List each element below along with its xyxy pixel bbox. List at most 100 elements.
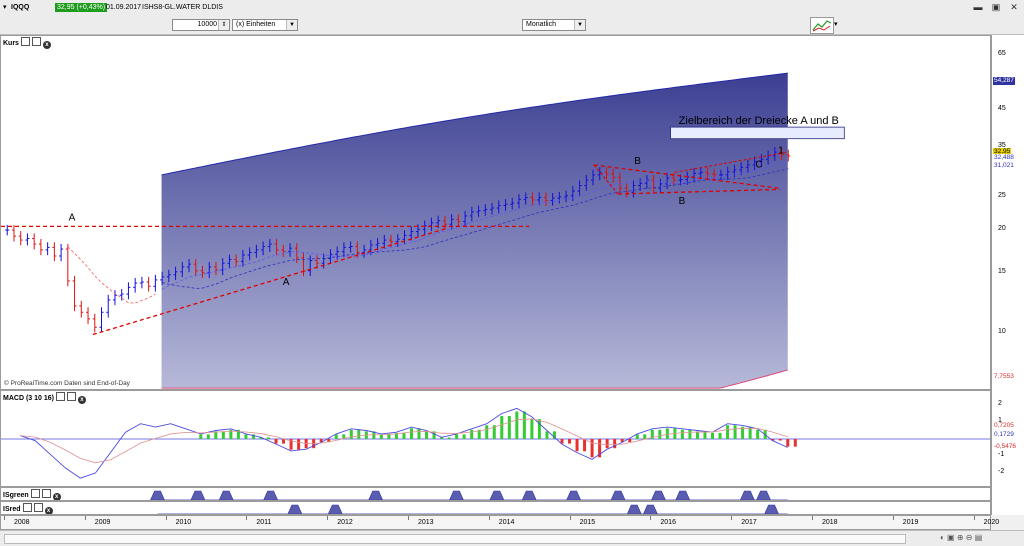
target-zone-label: Zielbereich der Dreiecke A und B	[679, 115, 839, 127]
macd-histogram-bar	[590, 439, 594, 458]
macd-tick: -2	[998, 468, 1005, 475]
isgreen-pulse	[190, 490, 206, 500]
close-icon[interactable]: ✕	[1010, 2, 1018, 12]
wrench-icon[interactable]	[22, 503, 32, 512]
isgreen-pulse	[368, 490, 384, 500]
chevron-down-icon[interactable]: ▼	[574, 20, 585, 30]
macd-histogram-bar	[635, 434, 639, 439]
close-icon[interactable]: x	[44, 507, 53, 514]
window-icon[interactable]	[41, 489, 51, 498]
spin-icon[interactable]: ⇕	[218, 20, 229, 30]
macd-label-a: 0,7205	[993, 421, 1015, 430]
macd-histogram-bar	[741, 426, 745, 439]
macd-histogram-bar	[470, 429, 474, 439]
isgreen-panel-title: ISgreen	[3, 492, 29, 499]
year-tick-mark	[892, 516, 894, 520]
menu-arrow-icon[interactable]: ▾	[3, 4, 7, 11]
label-a-bottom: A	[283, 277, 290, 288]
year-tick: 2013	[418, 519, 434, 526]
triangle-b-resistance	[593, 164, 780, 189]
status-bar: ◐ ▣ ⊕ ⊖ ▤	[0, 530, 1024, 546]
macd-histogram-bar	[244, 434, 248, 439]
macd-label-b: 0,1729	[993, 431, 1015, 440]
wrench-icon[interactable]	[30, 489, 40, 498]
year-tick-mark	[84, 516, 86, 520]
unit-select[interactable]: (x) Einheiten ▼	[232, 19, 298, 31]
macd-histogram-bar	[530, 419, 534, 439]
zoom-icons[interactable]: ◐ ▣ ⊕ ⊖ ▤	[940, 533, 983, 542]
chevron-down-icon[interactable]: ▼	[286, 20, 297, 30]
macd-panel-title: MACD (3 10 16)	[3, 395, 54, 402]
close-icon[interactable]: x	[52, 493, 61, 500]
isred-scale	[991, 501, 1024, 515]
window-icon[interactable]	[33, 503, 43, 512]
year-tick: 2018	[822, 519, 838, 526]
year-tick: 2016	[660, 519, 676, 526]
macd-histogram-bar	[221, 431, 225, 439]
macd-histogram-bar	[357, 429, 361, 439]
year-tick-mark	[246, 516, 248, 520]
isred-panel-title: ISred	[3, 506, 21, 513]
channel-upper-line	[161, 72, 788, 176]
bollinger-channel	[161, 73, 788, 389]
macd-histogram-bar	[214, 431, 218, 439]
macd-histogram-bar	[771, 439, 775, 441]
macd-histogram-bar	[786, 439, 790, 447]
wrench-icon[interactable]	[20, 37, 30, 46]
macd-histogram-bar	[688, 429, 692, 439]
chart-type-icon[interactable]	[810, 17, 834, 34]
maximize-icon[interactable]: ▣	[991, 2, 1001, 12]
year-tick-mark	[973, 516, 975, 520]
year-tick: 2010	[175, 519, 192, 526]
isgreen-pulse	[740, 490, 755, 500]
macd-histogram-bar	[665, 428, 669, 439]
moving-average-slow	[161, 168, 789, 289]
macd-histogram-bar	[778, 439, 782, 441]
macd-histogram-bar	[658, 429, 662, 439]
macd-histogram-bar	[327, 439, 331, 443]
macd-histogram-bar	[274, 439, 278, 444]
triangle-c-line	[674, 151, 788, 173]
macd-line	[20, 407, 788, 479]
price-tick: 10	[998, 328, 1006, 336]
close-icon[interactable]: x	[77, 396, 86, 404]
price-scale: 654535302520151054,28732,9532,48831,0217…	[991, 35, 1024, 390]
scrollbar[interactable]	[4, 534, 906, 544]
macd-histogram-bar	[575, 439, 579, 452]
minimize-icon[interactable]: ▬	[973, 2, 983, 12]
wrench-icon[interactable]	[55, 392, 65, 401]
isred-pulse	[643, 504, 658, 514]
macd-histogram-bar	[447, 437, 451, 439]
macd-histogram-bar	[440, 437, 444, 439]
isred-pulse	[327, 504, 343, 514]
symbol-label[interactable]: IQQQ	[11, 4, 30, 11]
chart-type-chevron-icon[interactable]: ▾	[834, 21, 838, 28]
period-select[interactable]: Monatlich ▼	[522, 19, 586, 31]
macd-histogram-bar	[650, 429, 654, 439]
macd-histogram-bar	[598, 439, 602, 458]
macd-histogram-bar	[748, 426, 752, 439]
isgreen-pulse	[449, 490, 464, 500]
macd-histogram-bar	[199, 434, 203, 439]
isgreen-panel: ISgreen x	[0, 487, 991, 501]
macd-histogram-bar	[515, 411, 519, 439]
isred-panel: ISred x	[0, 501, 991, 515]
close-icon[interactable]: x	[42, 41, 51, 49]
quantity-input[interactable]: 10000 ⇕	[172, 19, 230, 31]
time-axis[interactable]: 2008 2009 2010 2011 2012 2013 2014 2015 2016 2017…	[0, 515, 999, 530]
year-tick: 2020	[983, 519, 1000, 526]
macd-histogram-bar	[206, 434, 210, 439]
window-icon[interactable]	[66, 392, 76, 401]
macd-histogram-bar	[680, 429, 684, 439]
macd-histogram-bar	[718, 432, 722, 439]
macd-histogram-bar	[334, 434, 338, 439]
label-a-top: A	[69, 212, 76, 223]
macd-histogram-bar	[492, 425, 496, 439]
window-icon[interactable]	[31, 37, 41, 46]
macd-histogram-bar	[229, 429, 233, 439]
target-zone-box	[670, 126, 845, 140]
isgreen-panel-header: ISgreen x	[3, 489, 61, 500]
year-tick: 2019	[902, 519, 919, 526]
macd-histogram-bar	[425, 431, 429, 439]
